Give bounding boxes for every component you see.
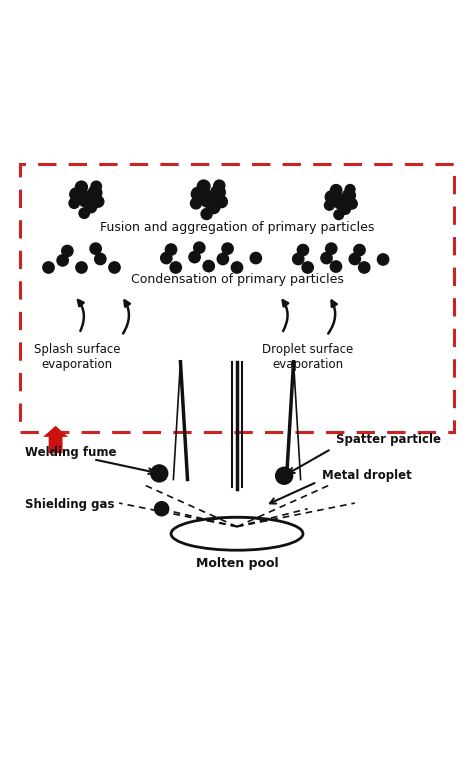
Circle shape <box>85 201 97 213</box>
Circle shape <box>165 244 177 255</box>
Circle shape <box>88 186 102 200</box>
Circle shape <box>69 198 80 208</box>
Circle shape <box>297 244 309 256</box>
Circle shape <box>170 262 182 273</box>
Circle shape <box>325 191 337 203</box>
Circle shape <box>231 262 243 273</box>
Circle shape <box>325 200 334 210</box>
Circle shape <box>201 208 212 219</box>
Circle shape <box>155 502 169 516</box>
Circle shape <box>354 244 365 256</box>
Circle shape <box>340 204 350 215</box>
Circle shape <box>197 180 210 193</box>
Text: Spatter particle: Spatter particle <box>336 433 441 446</box>
Circle shape <box>95 254 106 264</box>
Circle shape <box>57 255 68 266</box>
Circle shape <box>203 261 214 271</box>
Circle shape <box>333 194 348 209</box>
Circle shape <box>191 187 205 201</box>
Circle shape <box>321 253 332 264</box>
Circle shape <box>326 243 337 254</box>
Circle shape <box>345 185 355 194</box>
Circle shape <box>151 465 168 482</box>
Circle shape <box>161 253 172 264</box>
Circle shape <box>250 253 262 264</box>
Circle shape <box>200 190 217 207</box>
Circle shape <box>276 467 292 484</box>
Circle shape <box>330 261 342 272</box>
Text: Shielding gas: Shielding gas <box>25 498 114 512</box>
Text: Metal droplet: Metal droplet <box>322 470 411 482</box>
Text: Molten pool: Molten pool <box>196 557 278 570</box>
Circle shape <box>91 181 101 192</box>
Circle shape <box>349 254 360 264</box>
Circle shape <box>377 254 389 265</box>
Circle shape <box>343 189 356 202</box>
Circle shape <box>358 262 370 273</box>
Circle shape <box>214 180 225 191</box>
Text: Splash surface
evaporation: Splash surface evaporation <box>34 343 120 370</box>
Circle shape <box>75 181 87 193</box>
Circle shape <box>208 202 220 214</box>
Circle shape <box>189 251 200 263</box>
FancyArrowPatch shape <box>283 300 288 331</box>
Circle shape <box>292 254 304 264</box>
Circle shape <box>216 196 228 207</box>
Circle shape <box>191 198 201 209</box>
Circle shape <box>330 185 342 196</box>
Circle shape <box>222 243 233 254</box>
FancyArrowPatch shape <box>123 300 130 334</box>
Ellipse shape <box>171 517 303 550</box>
FancyArrowPatch shape <box>78 300 84 331</box>
Circle shape <box>92 196 104 207</box>
Circle shape <box>78 191 94 207</box>
Text: Fusion and aggregation of primary particles: Fusion and aggregation of primary partic… <box>100 221 374 234</box>
Circle shape <box>76 262 87 273</box>
Circle shape <box>109 262 120 273</box>
Circle shape <box>70 188 82 200</box>
Text: Droplet surface
evaporation: Droplet surface evaporation <box>262 343 353 370</box>
Circle shape <box>231 521 243 532</box>
Text: Condensation of primary particles: Condensation of primary particles <box>130 273 344 285</box>
FancyArrowPatch shape <box>43 426 68 453</box>
Text: Welding fume: Welding fume <box>25 446 117 459</box>
Circle shape <box>302 262 313 273</box>
Circle shape <box>346 198 357 209</box>
Circle shape <box>90 243 101 254</box>
Circle shape <box>217 254 228 264</box>
Circle shape <box>334 210 344 220</box>
Circle shape <box>211 185 225 200</box>
Circle shape <box>43 262 54 273</box>
FancyArrowPatch shape <box>328 300 337 334</box>
Circle shape <box>79 208 90 218</box>
Circle shape <box>194 242 205 254</box>
Circle shape <box>62 246 73 257</box>
